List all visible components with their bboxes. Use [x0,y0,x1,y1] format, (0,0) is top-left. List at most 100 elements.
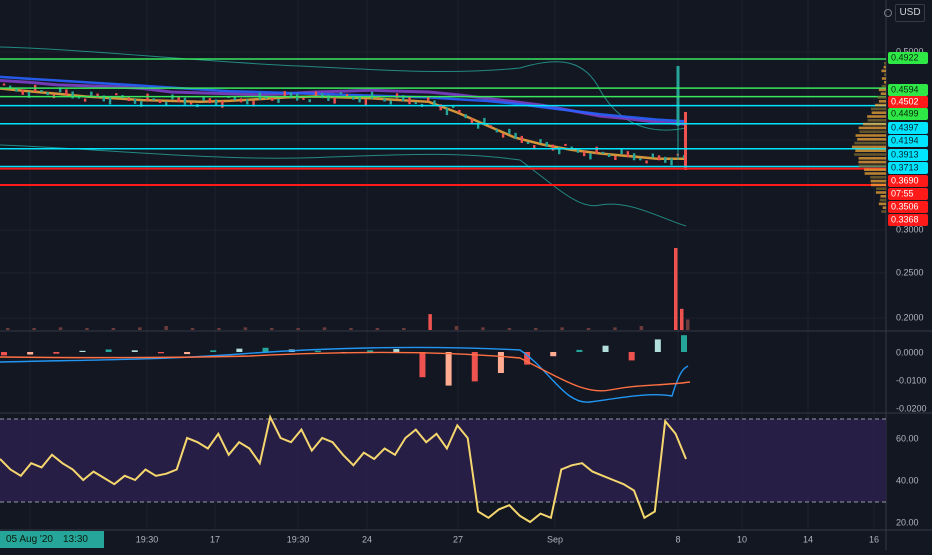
candle [239,98,243,103]
candle [601,151,605,154]
candle [614,156,617,161]
candle [526,141,530,144]
candle [127,96,130,101]
macd-histogram-bar [262,347,269,352]
candle [71,91,74,99]
volume-bar [270,328,274,330]
price-tag [888,149,928,161]
volume-bar [190,328,195,330]
candle [508,128,511,134]
macd-histogram-bar [131,350,138,352]
candle [464,114,467,119]
volume-profile-bar [880,195,886,198]
candle [558,147,561,155]
candle [271,97,274,101]
volume-profile-bar [858,164,886,168]
price-tag [888,175,928,187]
price-tag [888,96,928,108]
volume-profile-bar [858,126,886,130]
price-axis-tick: 0.2000 [896,312,924,322]
moving-average-line [0,75,687,123]
macd-histogram-bar [681,335,687,352]
volume-bar [243,327,248,330]
macd-histogram-bar [367,350,374,352]
price-tag [888,108,928,120]
candle [158,100,162,104]
settings-icon[interactable] [884,9,892,17]
volume-bar [686,319,690,330]
macd-histogram-bar [471,352,478,382]
volume-profile-bar [878,88,886,92]
price-axis-tick: 0.5000 [896,46,924,56]
volume-profile-bar [870,176,886,179]
volume-profile-bar [875,191,886,194]
volume-profile-bar [858,157,886,160]
candle [576,148,580,153]
candle [470,118,474,124]
volume-bar [138,327,142,330]
candle [589,153,592,160]
volume-profile-bar [871,111,886,114]
band-upper-line [0,46,687,131]
candle [90,91,93,96]
moving-average-line [0,79,687,126]
candle [345,93,349,97]
candle [451,105,455,108]
volume-profile-bar [878,202,886,206]
price-tag [888,84,928,96]
volume-bar [613,327,617,330]
time-axis-tick: 19:30 [136,534,159,544]
price-tag [888,188,928,200]
candle [664,156,667,163]
currency-button[interactable]: USD [895,4,925,22]
time-axis-tick: Sep [547,534,563,544]
candle [327,94,330,101]
candle [2,83,6,86]
macd-axis-tick: 0.0000 [896,347,924,357]
volume-bar [534,328,538,330]
macd-histogram-bar [524,352,531,365]
price-tag [888,122,928,134]
volume-bar [32,328,36,330]
candle [657,155,661,161]
candle [427,96,430,101]
volume-profile-bar [863,122,886,126]
candle [289,92,293,99]
candle [389,100,392,105]
candle [21,89,24,95]
macd-histogram-bar [236,348,243,352]
candle [152,98,155,101]
volume-bar [349,328,353,330]
macd-signal-line [0,351,691,392]
volume-profile-bar [881,69,886,73]
volume-profile-bar [864,168,886,171]
candle [445,108,449,116]
candle [65,89,68,96]
time-axis-tick: 16 [869,534,879,544]
volume-profile-bar [882,206,886,209]
macd-histogram-bar [550,352,557,357]
price-tag-label: 0.3506 [891,201,919,211]
volume-profile-bar [881,84,886,88]
candle [165,101,168,106]
candle [233,97,237,101]
macd-histogram-bar [210,350,217,352]
rsi-line [0,414,687,524]
candle [102,95,106,102]
candle [58,87,62,93]
volume-profile-bar [854,153,886,156]
volume-profile-bar [855,134,886,137]
price-tag-label: 0.3713 [891,162,919,172]
time-axis-tick: 8 [675,534,680,544]
macd-histogram-bar [53,352,60,354]
candle [632,153,636,161]
cursor-date: 05 Aug '20 [6,534,53,545]
volume-profile-bar [881,77,886,80]
candle [626,151,630,158]
macd-histogram-bar [79,350,86,352]
volume-profile-bar [880,92,886,95]
volume-profile-bar [875,103,886,107]
candle [520,135,523,143]
